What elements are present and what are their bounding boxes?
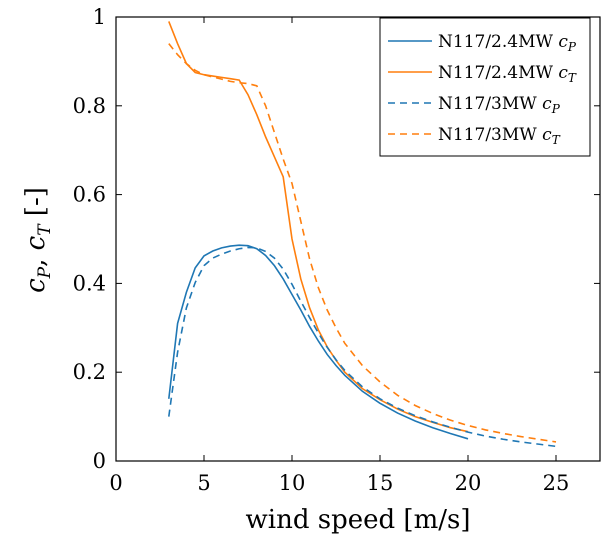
- y-tick-label: 0.4: [73, 271, 106, 295]
- y-tick-label: 0.8: [73, 94, 106, 118]
- tick-labels: 0 5 10 15 20 25 0 0.2 0.4 0.6 0.8 1: [73, 5, 570, 495]
- series-line-1: [168, 244, 469, 440]
- x-axis-title: wind speed [m/s]: [246, 505, 471, 535]
- series-line-3: [168, 246, 557, 448]
- y-tick-label: 0: [93, 449, 106, 473]
- series-line-4: [168, 43, 557, 443]
- x-tick-label: 5: [197, 471, 210, 495]
- y-tick-label: 0.2: [73, 360, 106, 384]
- legend-label: N117/3MW cT: [438, 125, 561, 147]
- legend-label: N117/2.4MW cT: [438, 63, 577, 85]
- svg-text:cP, cT [-]: cP, cT [-]: [21, 187, 55, 293]
- series-layer: [168, 21, 557, 448]
- x-tick-label: 10: [279, 471, 306, 495]
- legend: N117/2.4MW cP N117/2.4MW cT N117/3MW cP N11…: [379, 17, 591, 157]
- y-tick-label: 0.6: [73, 183, 106, 207]
- y-tick-label: 1: [93, 5, 106, 29]
- legend-label: N117/3MW cP: [438, 94, 561, 116]
- x-tick-label: 25: [543, 471, 570, 495]
- legend-label: N117/2.4MW cP: [438, 32, 577, 54]
- x-tick-label: 15: [367, 471, 394, 495]
- y-axis-title: cP, cT [-]: [21, 187, 55, 293]
- x-tick-label: 0: [109, 471, 122, 495]
- x-tick-label: 20: [455, 471, 482, 495]
- plot-frame: [115, 16, 601, 462]
- axes: [115, 16, 601, 462]
